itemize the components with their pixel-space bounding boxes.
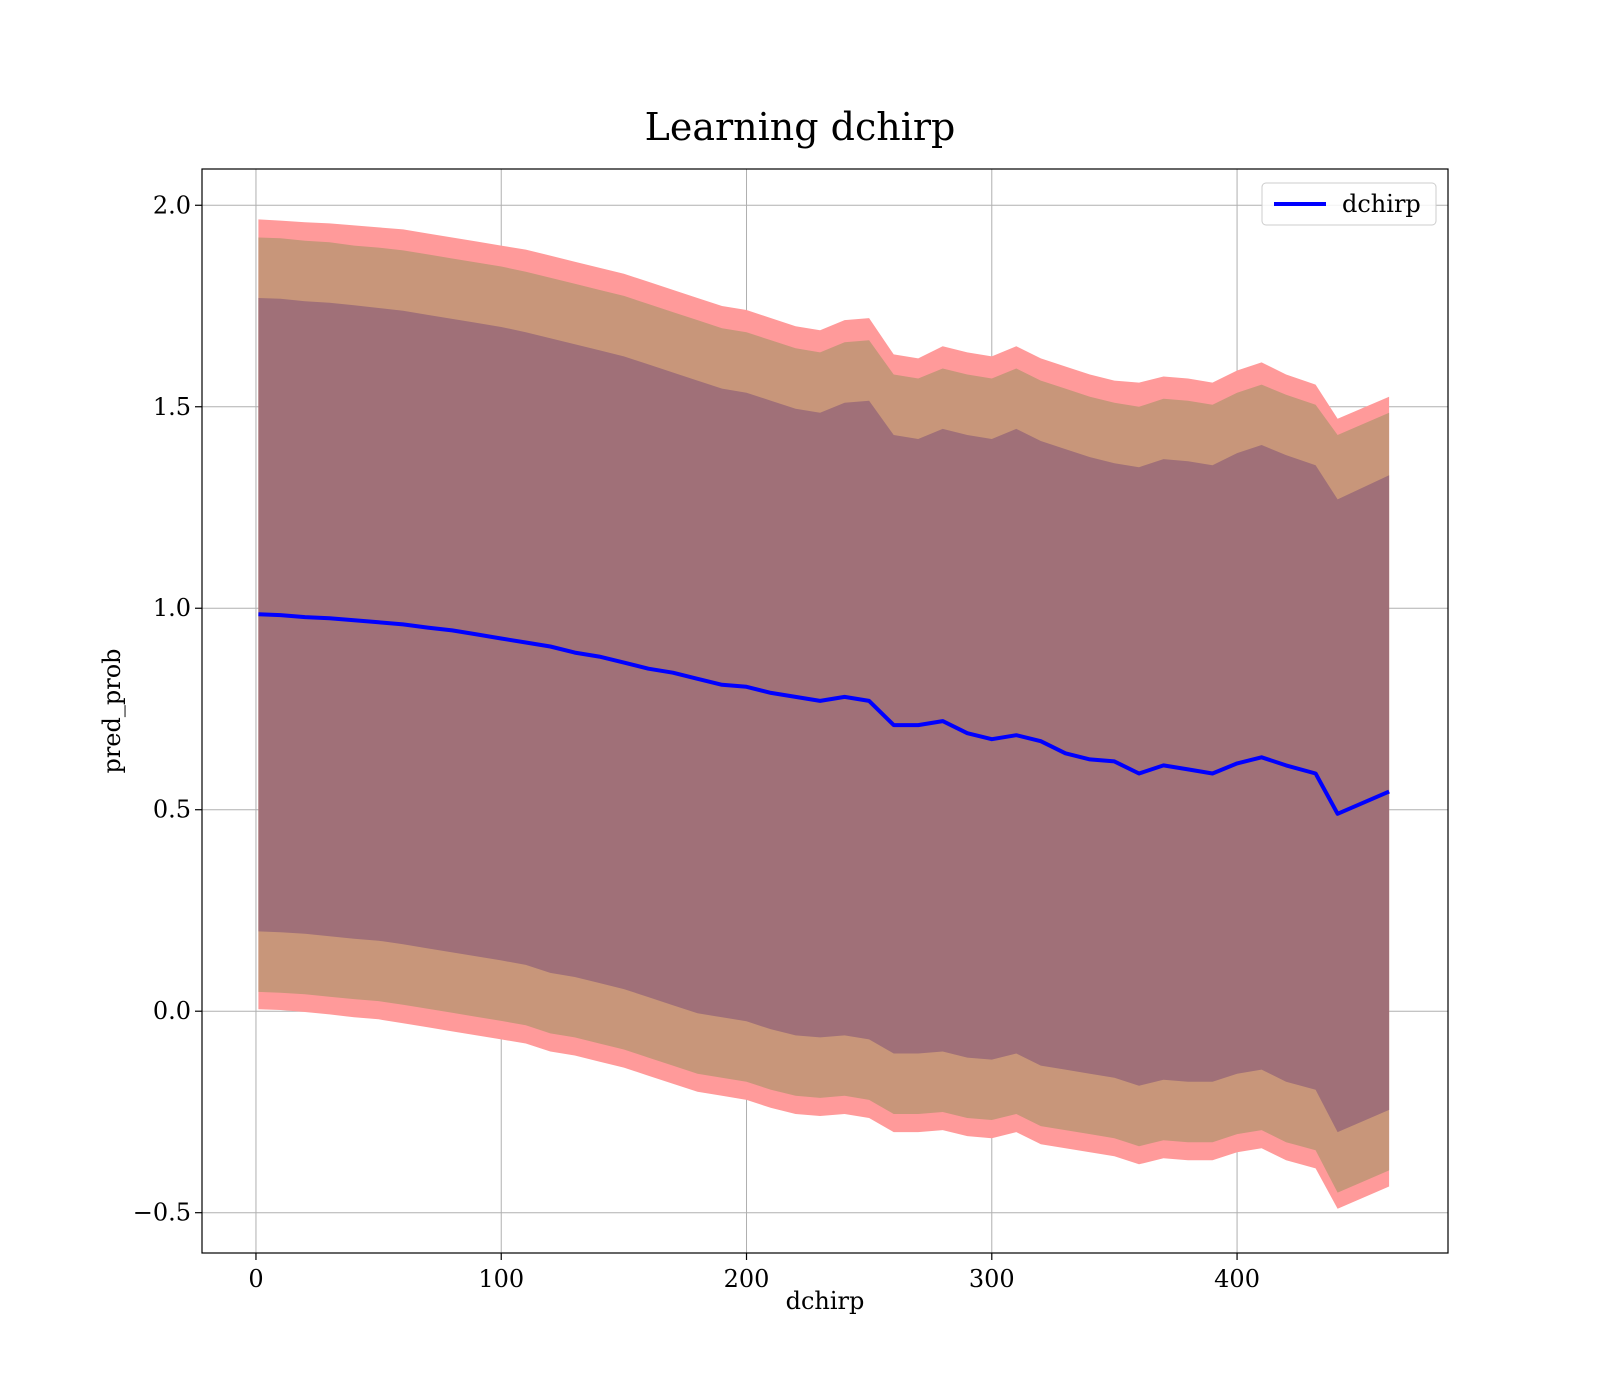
plot-frame <box>201 168 1449 1254</box>
band-inner <box>258 298 1390 1133</box>
x-tick-label: 300 <box>969 1265 1015 1293</box>
y-tick-label: 2.0 <box>153 191 191 219</box>
y-tick-label: 1.0 <box>153 594 191 622</box>
y-tick-label: 0.0 <box>153 997 191 1025</box>
x-tick-label: 100 <box>478 1265 524 1293</box>
axis-ticks: 0 100 200 300 400 −0.5 0.0 0.5 1.0 1.5 2.0 <box>133 191 1260 1293</box>
legend-box <box>1261 182 1437 226</box>
x-tick-label: 200 <box>724 1265 770 1293</box>
series-lines <box>258 612 1390 816</box>
legend: dchirp <box>1261 182 1437 226</box>
confidence-bands <box>258 219 1390 1209</box>
y-axis-label: pred_prob <box>98 648 126 773</box>
y-tick-label: −0.5 <box>133 1199 191 1227</box>
legend-label-dchirp: dchirp <box>1342 190 1421 218</box>
x-tick-label: 0 <box>248 1265 263 1293</box>
series-line-dchirp <box>258 612 1390 816</box>
x-axis-label: dchirp <box>786 1287 865 1315</box>
y-tick-label: 0.5 <box>153 796 191 824</box>
y-tick-label: 1.5 <box>153 393 191 421</box>
chart-title: Learning dchirp <box>645 105 956 149</box>
x-tick-label: 400 <box>1214 1265 1260 1293</box>
